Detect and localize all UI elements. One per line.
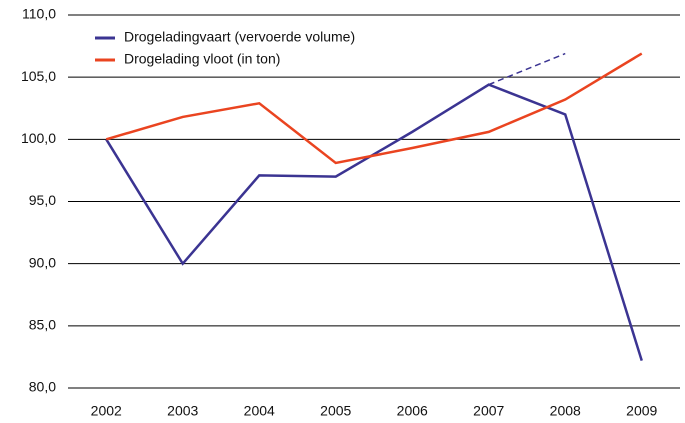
x-tick-label: 2009	[626, 403, 657, 419]
y-tick-label: 90,0	[29, 254, 56, 270]
legend-label: Drogelading vloot (in ton)	[124, 51, 280, 67]
series-line	[488, 52, 566, 86]
y-tick-label: 85,0	[29, 317, 56, 333]
x-tick-label: 2005	[320, 403, 351, 419]
x-tick-label: 2006	[397, 403, 428, 419]
y-tick-label: 100,0	[21, 130, 56, 146]
y-tick-label: 95,0	[29, 192, 56, 208]
series-line	[105, 52, 643, 165]
x-tick-label: 2004	[244, 403, 275, 419]
x-tick-label: 2007	[473, 403, 504, 419]
x-tick-label: 2008	[550, 403, 581, 419]
x-tick-label: 2003	[167, 403, 198, 419]
x-tick-label: 2002	[91, 403, 122, 419]
y-tick-label: 110,0	[22, 6, 56, 22]
y-tick-label: 80,0	[29, 379, 56, 395]
series-line	[105, 83, 643, 362]
y-tick-label: 105,0	[21, 68, 56, 84]
legend-label: Drogeladingvaart (vervoerde volume)	[124, 29, 355, 45]
